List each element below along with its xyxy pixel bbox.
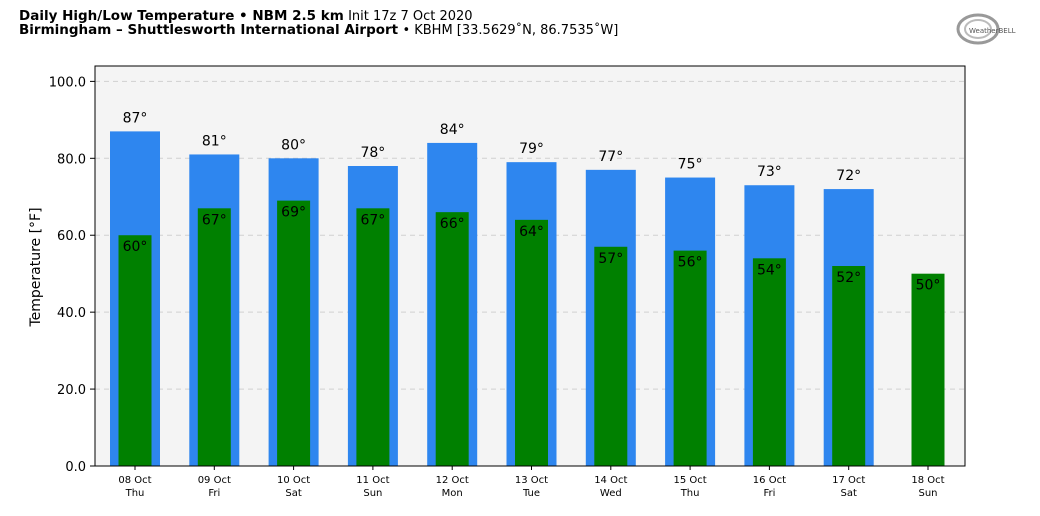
x-tick-date: 10 Oct xyxy=(277,475,310,486)
y-tick-label: 0.0 xyxy=(65,460,86,475)
high-temp-label: 87° xyxy=(123,110,148,126)
low-temp-label: 69° xyxy=(281,205,306,221)
y-axis-label: Temperature [°F] xyxy=(28,207,44,327)
station-name: Birmingham – Shuttlesworth International… xyxy=(19,22,399,38)
x-axis: 08 Oct Thu 09 Oct Fri 10 Oct Sat 11 Oct Sun 12 O… xyxy=(118,466,945,499)
bars xyxy=(110,131,945,467)
low-temp-bar xyxy=(118,235,152,466)
x-tick-day: Sun xyxy=(363,488,382,499)
data-labels: 87° 60° 81° 67° 80° 69° 78° 67° 84° 66° 79° 64° 77° 5… xyxy=(123,110,941,293)
x-tick-date: 15 Oct xyxy=(673,475,706,486)
y-tick-label: 100.0 xyxy=(49,75,86,90)
x-tick-date: 13 Oct xyxy=(515,475,548,486)
plot-frame xyxy=(94,65,966,467)
low-temp-label: 54° xyxy=(757,262,782,278)
x-tick-day: Fri xyxy=(763,488,775,499)
high-temp-label: 72° xyxy=(836,168,861,184)
x-tick-day: Fri xyxy=(208,488,220,499)
high-temp-label: 79° xyxy=(519,141,544,157)
low-temp-bar xyxy=(594,246,628,466)
x-tick-date: 11 Oct xyxy=(356,475,389,486)
low-temp-label: 67° xyxy=(202,212,227,228)
low-temp-bar xyxy=(911,273,945,466)
low-temp-label: 57° xyxy=(598,251,623,267)
low-temp-label: 52° xyxy=(836,270,861,286)
x-tick-day: Sun xyxy=(918,488,937,499)
low-temp-bar xyxy=(673,250,707,466)
x-tick-date: 09 Oct xyxy=(198,475,231,486)
high-temp-label: 73° xyxy=(757,164,782,180)
high-temp-label: 77° xyxy=(598,149,623,165)
high-temp-label: 78° xyxy=(360,145,385,161)
y-tick-label: 80.0 xyxy=(57,152,86,167)
y-tick-label: 20.0 xyxy=(57,383,86,398)
x-tick-day: Sat xyxy=(840,488,856,499)
x-tick-date: 16 Oct xyxy=(753,475,786,486)
low-temp-label: 60° xyxy=(123,239,148,255)
low-temp-label: 56° xyxy=(678,255,703,271)
low-temp-label: 67° xyxy=(360,212,385,228)
low-temp-label: 64° xyxy=(519,224,544,240)
chart-title: Daily High/Low Temperature • NBM 2.5 km xyxy=(19,8,344,24)
low-temp-label: 66° xyxy=(440,216,465,232)
high-temp-label: 81° xyxy=(202,133,227,149)
y-tick-label: 40.0 xyxy=(57,306,86,321)
x-tick-date: 14 Oct xyxy=(594,475,627,486)
low-temp-bar xyxy=(356,208,390,467)
station-info: • KBHM [33.5629˚N, 86.7535˚W] xyxy=(402,23,619,38)
station-line: Birmingham – Shuttlesworth International… xyxy=(19,22,619,39)
low-temp-bar xyxy=(277,200,311,466)
logo-text: WeatherBELL xyxy=(969,27,1016,35)
high-temp-label: 75° xyxy=(678,157,703,173)
x-tick-date: 18 Oct xyxy=(911,475,944,486)
init-time: Init 17z 7 Oct 2020 xyxy=(348,9,473,24)
low-temp-bar xyxy=(197,208,231,467)
chart-title-line: Daily High/Low Temperature • NBM 2.5 km … xyxy=(19,8,473,25)
x-tick-day: Thu xyxy=(125,488,145,499)
low-temp-bar xyxy=(832,266,866,466)
x-tick-date: 12 Oct xyxy=(436,475,469,486)
x-tick-day: Tue xyxy=(522,488,540,499)
low-temp-label: 50° xyxy=(916,278,941,294)
low-temp-bar xyxy=(515,219,548,466)
high-temp-label: 80° xyxy=(281,137,306,153)
low-temp-bar xyxy=(435,212,469,466)
x-tick-date: 08 Oct xyxy=(118,475,151,486)
y-axis: 0.0 20.0 40.0 60.0 80.0 100.0 xyxy=(49,75,95,475)
x-tick-day: Sat xyxy=(285,488,301,499)
high-temp-label: 84° xyxy=(440,122,465,138)
x-tick-date: 17 Oct xyxy=(832,475,865,486)
x-tick-day: Mon xyxy=(442,488,463,499)
y-tick-label: 60.0 xyxy=(57,229,86,244)
low-temp-bar xyxy=(752,258,786,466)
weatherbell-logo: WeatherBELL xyxy=(956,13,1016,45)
x-tick-day: Wed xyxy=(600,488,622,499)
x-tick-day: Thu xyxy=(680,488,700,499)
